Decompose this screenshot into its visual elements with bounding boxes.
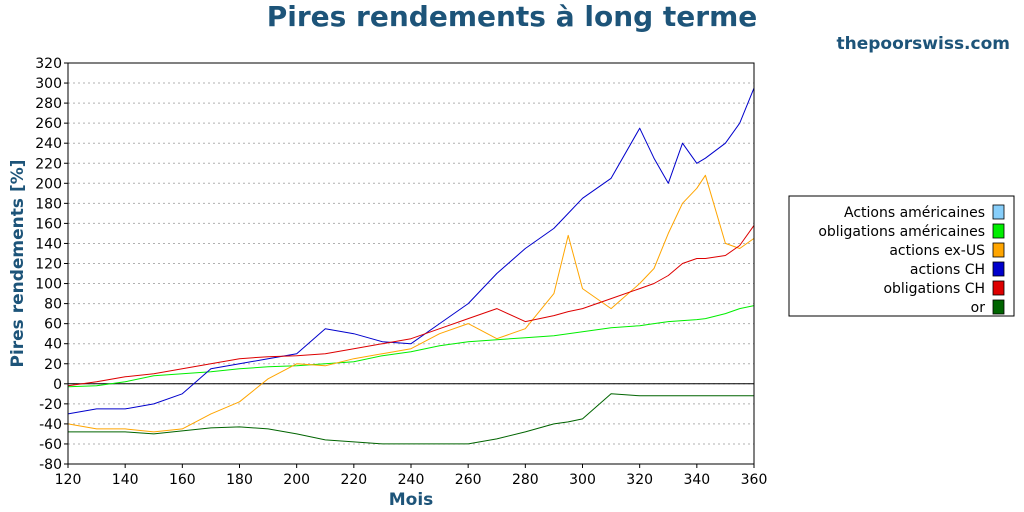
legend-swatch [992, 242, 1005, 258]
legend: Actions américaines obligations américain… [788, 195, 1015, 317]
y-tick-label: -40 [39, 417, 62, 433]
y-tick-label: 220 [35, 156, 62, 172]
y-tick-label: 140 [35, 236, 62, 252]
x-tick-label: 180 [226, 472, 253, 488]
x-tick-label: 140 [112, 472, 139, 488]
y-tick-label: 280 [35, 96, 62, 112]
legend-label: obligations CH [883, 281, 985, 297]
x-tick-label: 360 [741, 472, 768, 488]
x-axis-label: Mois [389, 490, 434, 510]
y-tick-label: 160 [35, 216, 62, 232]
legend-swatch [992, 280, 1005, 296]
grid [68, 62, 754, 465]
x-tick-label: 280 [512, 472, 539, 488]
y-tick-label: 60 [44, 317, 62, 333]
x-tick-label: 220 [340, 472, 367, 488]
legend-label: actions ex-US [889, 243, 985, 259]
y-tick-label: 20 [44, 357, 62, 373]
y-tick-label: 0 [53, 377, 62, 393]
x-tick-label: 160 [169, 472, 196, 488]
y-tick-label: 100 [35, 277, 62, 293]
legend-swatch [992, 204, 1005, 220]
series-line-4 [67, 225, 755, 387]
legend-swatch [992, 261, 1005, 277]
legend-swatch [992, 223, 1005, 239]
y-tick-label: 80 [44, 297, 62, 313]
x-tick-label: 120 [55, 472, 82, 488]
plot-frame [67, 62, 755, 465]
x-tick-label: 320 [626, 472, 653, 488]
legend-label: Actions américaines [844, 205, 985, 221]
series-line-5 [68, 393, 754, 445]
y-tick-label: 320 [35, 56, 62, 72]
x-tick-label: 200 [283, 472, 310, 488]
y-tick-label: 260 [35, 116, 62, 132]
y-tick-label: -60 [39, 437, 62, 453]
legend-label: or [971, 300, 986, 316]
x-tick-label: 340 [683, 472, 710, 488]
legend-swatch [992, 299, 1005, 315]
brand-label: thepoorswiss.com [836, 34, 1011, 54]
series-line-3 [67, 87, 755, 415]
chart-title: Pires rendements à long terme [266, 0, 758, 33]
y-tick-label: 300 [35, 76, 62, 92]
legend-label: actions CH [910, 262, 985, 278]
series-line-1 [67, 305, 755, 388]
y-tick-label: 180 [35, 196, 62, 212]
x-tick-label: 260 [455, 472, 482, 488]
y-axis-label: Pires rendements [%] [8, 159, 28, 367]
x-tick-label: 300 [569, 472, 596, 488]
y-tick-label: -80 [39, 457, 62, 473]
y-tick-label: 120 [35, 257, 62, 273]
y-tick-label: 200 [35, 176, 62, 192]
y-tick-label: 240 [35, 136, 62, 152]
x-tick-label: 240 [398, 472, 425, 488]
x-axis-ticks: 120 140 160 180 200 220 240 260 280 300 320 340 360 [55, 464, 768, 488]
legend-label: obligations américaines [818, 224, 985, 240]
series-line-2 [67, 174, 755, 433]
y-axis-ticks: -80 -60 -40 -20 0 20 40 60 80 100 120 140 160 180 200 2… [35, 56, 68, 473]
y-tick-label: 40 [44, 337, 62, 353]
legend-box [788, 195, 1015, 317]
series-lines [67, 87, 755, 445]
y-tick-label: -20 [39, 397, 62, 413]
